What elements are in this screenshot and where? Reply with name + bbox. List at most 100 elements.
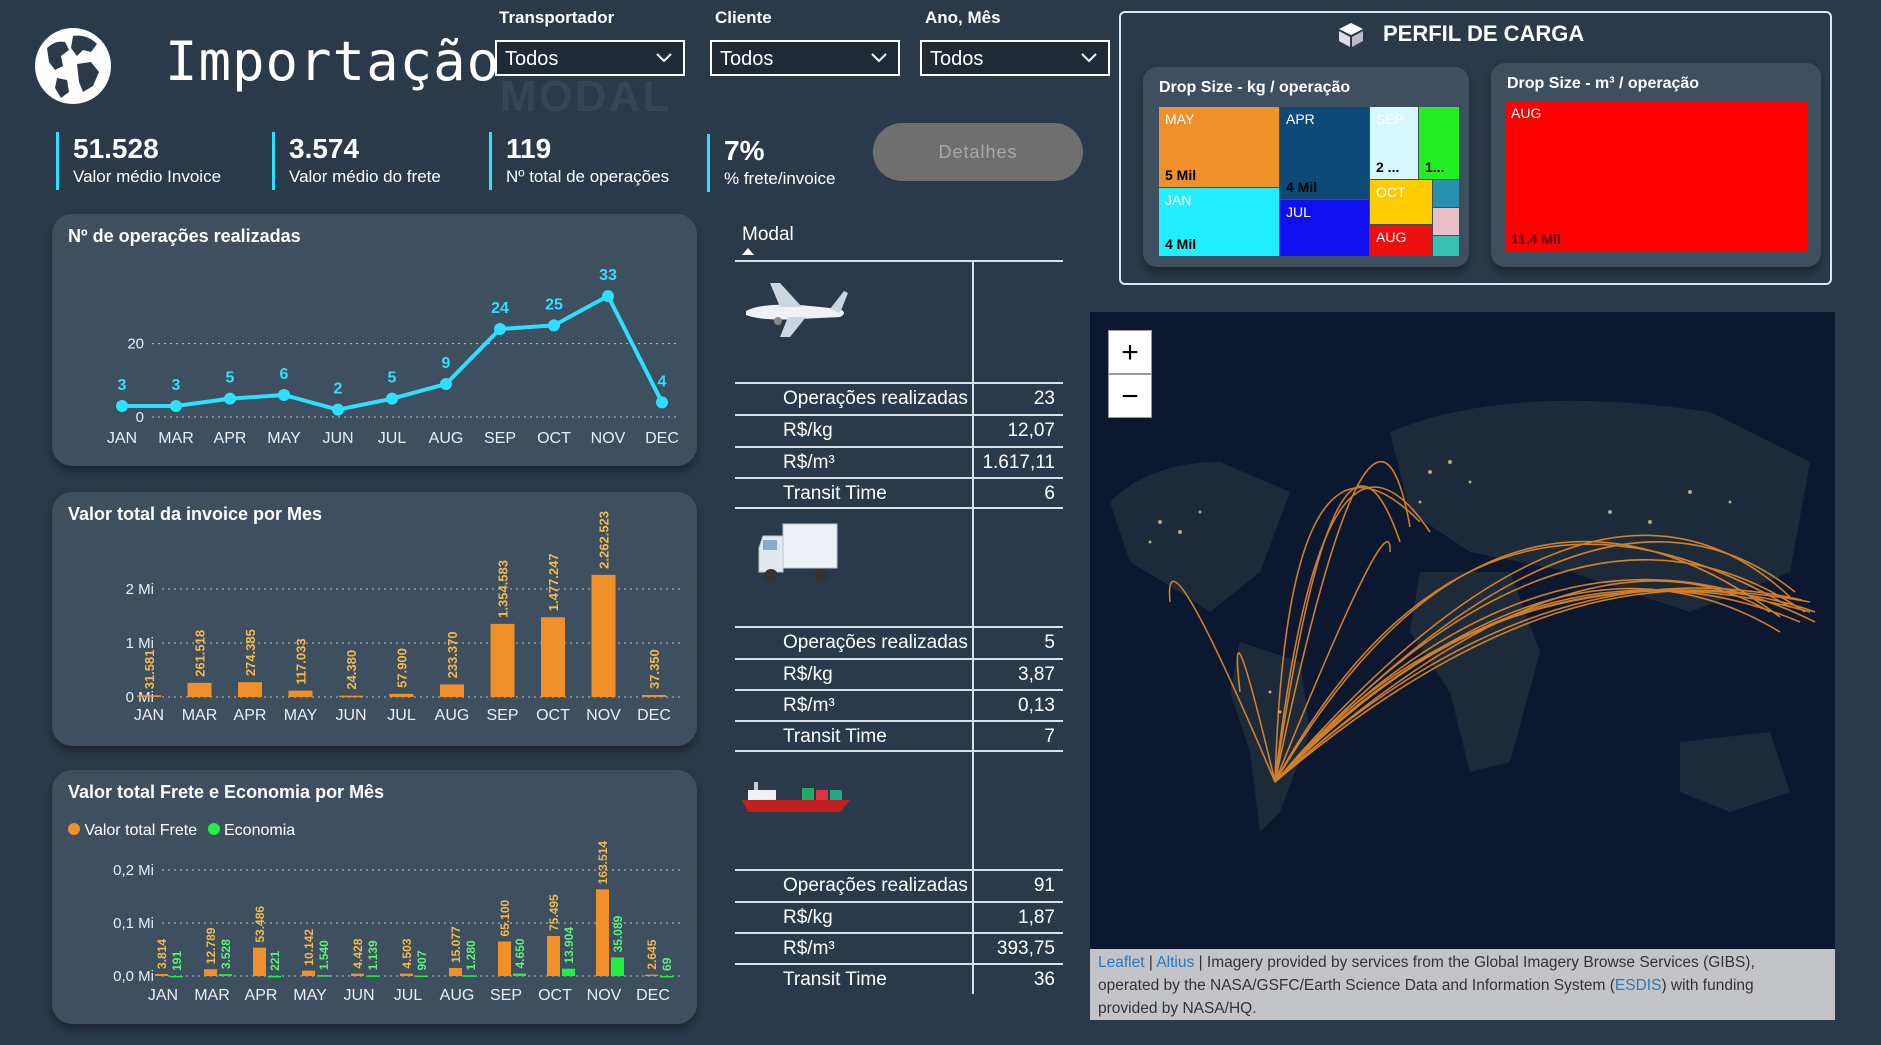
filter-label-transportador: Transportador: [499, 8, 615, 27]
treemap-tile-aug[interactable]: AUG 11,4 Mil: [1505, 101, 1807, 251]
tile-label: AUG: [1511, 105, 1542, 121]
modal-header[interactable]: Modal: [742, 224, 794, 245]
filter-cliente-dropdown[interactable]: Todos: [710, 40, 900, 76]
data-point: [278, 389, 290, 401]
bar: [288, 690, 313, 697]
treemap-tile-small[interactable]: [1433, 208, 1459, 235]
shipping-route: [1274, 587, 1781, 783]
x-tick-label: APR: [214, 430, 247, 447]
data-point: [332, 403, 344, 416]
treemap-tile-small[interactable]: [1433, 236, 1459, 256]
legend-frete-dot: [68, 823, 80, 835]
bar-label: 3.814: [155, 939, 169, 969]
x-tick-label: DEC: [645, 430, 679, 447]
filter-ano-mes-dropdown[interactable]: Todos: [920, 40, 1110, 76]
x-tick-label: MAR: [194, 987, 230, 1004]
bar-label: 37.350: [647, 649, 662, 689]
zoom-in-button[interactable]: +: [1108, 330, 1152, 374]
y-tick-label: 0 Mi: [126, 689, 154, 706]
tile-value: 5 Mil: [1165, 167, 1197, 183]
modal-air-row: Operações realizadas 23: [735, 382, 1063, 414]
bar-label: 15.077: [449, 926, 463, 963]
kpi-value: 3.574: [289, 133, 360, 164]
data-label: 3: [172, 377, 181, 394]
map-attribution: Leaflet | Altius | Imagery provided by s…: [1090, 949, 1835, 1020]
bar-economia: [660, 975, 673, 978]
bar-frete: [645, 974, 658, 977]
shipping-route: [1274, 580, 1771, 783]
row-label: Operações realizadas: [783, 632, 968, 653]
x-tick-label: APR: [245, 987, 278, 1004]
modal-air-row: R$/m³ 1.617,11: [735, 446, 1063, 478]
bar-economia: [268, 975, 281, 978]
y-tick-label: 20: [127, 336, 144, 353]
x-tick-label: AUG: [440, 987, 475, 1004]
bar-label: 1.139: [366, 940, 380, 970]
filter-transportador-dropdown[interactable]: Todos: [495, 40, 685, 76]
kpi-label: Valor médio Invoice: [73, 167, 222, 186]
treemap-tile-small[interactable]: 1...: [1419, 107, 1459, 179]
shipping-route: [1274, 578, 1816, 783]
data-point: [656, 396, 668, 409]
treemap-tile-sep[interactable]: SEP 2 ...: [1370, 107, 1418, 179]
row-label: R$/kg: [783, 907, 833, 928]
bar-label: 221: [268, 951, 282, 971]
row-value: 1.617,11: [982, 452, 1055, 473]
kpi-valor-medio-invoice: 51.528 Valor médio Invoice: [56, 132, 221, 190]
data-point: [602, 290, 614, 302]
x-tick-label: JAN: [148, 987, 178, 1004]
chart-title: Nº de operações realizadas: [68, 226, 301, 246]
bar-label: 274.385: [243, 629, 258, 676]
treemap-tile-aug[interactable]: AUG: [1370, 225, 1432, 256]
esdis-link[interactable]: ESDIS: [1614, 977, 1662, 994]
bar-label: 35.089: [611, 915, 625, 952]
attribution-text: operated by the NASA/GSFC/Earth Science …: [1098, 977, 1615, 994]
modal-watermark: MODAL: [500, 72, 672, 121]
treemap-tile-small[interactable]: [1433, 180, 1459, 207]
row-value: 36: [1033, 969, 1055, 990]
row-label: Transit Time: [783, 969, 887, 990]
bar-economia: [170, 975, 183, 978]
bar-frete: [155, 973, 168, 976]
treemap-tile-jan[interactable]: JAN 4 Mil: [1159, 188, 1279, 256]
data-point: [548, 319, 560, 332]
bar-label: 907: [415, 950, 429, 970]
tile-label: MAY: [1165, 111, 1195, 127]
bar-frete: [596, 889, 609, 976]
modal-air-row: R$/kg 12,07: [735, 414, 1063, 446]
leaflet-link[interactable]: Leaflet: [1098, 954, 1145, 971]
shipping-route: [1236, 652, 1276, 783]
x-tick-label: JAN: [134, 707, 164, 724]
detalhes-button[interactable]: Detalhes: [873, 123, 1083, 181]
treemap-tile-apr[interactable]: APR 4 Mil: [1280, 107, 1369, 199]
tile-value: 4 Mil: [1165, 236, 1197, 252]
route-map[interactable]: + −: [1090, 312, 1835, 1020]
shipping-route: [1168, 580, 1276, 783]
bar-frete: [498, 941, 511, 976]
treemap-tile-oct[interactable]: OCT: [1370, 180, 1432, 224]
sort-ascending-icon[interactable]: [740, 246, 756, 256]
x-tick-label: OCT: [537, 430, 571, 447]
zoom-out-button[interactable]: −: [1108, 374, 1152, 418]
treemap-tile-may[interactable]: MAY 5 Mil: [1159, 107, 1279, 187]
row-label: Transit Time: [783, 726, 887, 747]
altius-link[interactable]: Altius: [1156, 954, 1195, 971]
attribution-text: provided by NASA/HQ.: [1098, 1000, 1257, 1017]
row-value: 3,87: [1018, 664, 1055, 685]
drop-size-kg-title: Drop Size - kg / operação: [1159, 79, 1351, 96]
treemap-tile-jul[interactable]: JUL: [1280, 200, 1369, 256]
data-point: [494, 323, 506, 335]
x-tick-label: SEP: [486, 707, 518, 724]
row-label: R$/m³: [783, 695, 835, 716]
bar-economia: [317, 975, 330, 977]
shipping-route: [1274, 461, 1411, 783]
y-tick-label: 0: [136, 409, 144, 426]
row-label: R$/m³: [783, 452, 835, 473]
x-tick-label: JUN: [322, 430, 353, 447]
bar-label: 2.645: [645, 939, 659, 969]
shipping-route: [1274, 540, 1391, 783]
bar-label: 24.380: [344, 650, 359, 690]
bar-label: 117.033: [294, 638, 309, 684]
bar-label: 4.503: [400, 938, 414, 968]
filter-value: Todos: [720, 48, 774, 70]
